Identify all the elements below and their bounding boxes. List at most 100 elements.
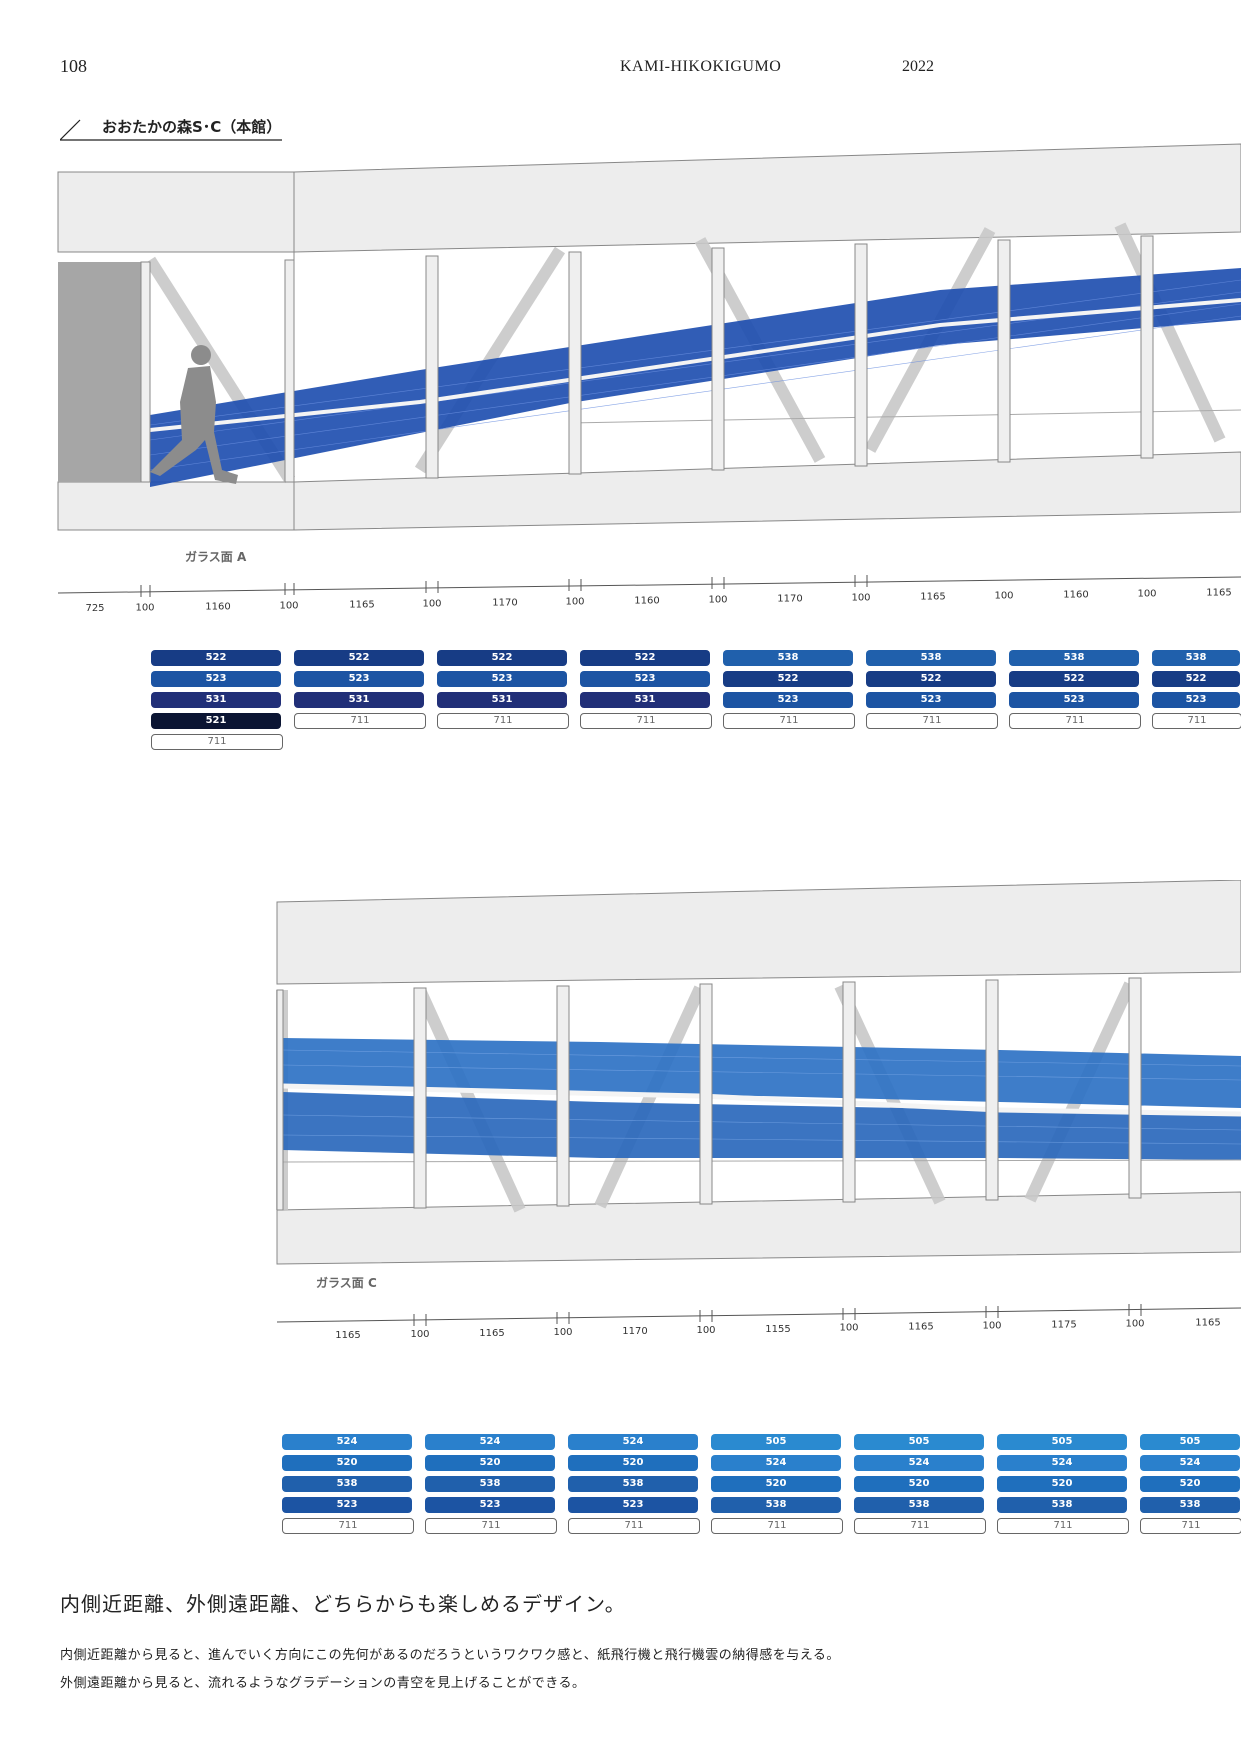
dimension-label: 100: [553, 1327, 572, 1338]
color-chip: 711: [294, 713, 426, 729]
color-chip: 522: [437, 650, 567, 666]
color-chip: 523: [282, 1497, 412, 1513]
color-chip: 522: [294, 650, 424, 666]
body-text-line: 外側遠距離から見ると、流れるようなグラデーションの青空を見上げることができる。: [60, 1675, 586, 1690]
header-title: KAMI-HIKOKIGUMO: [620, 58, 782, 75]
color-chip: 520: [1140, 1476, 1240, 1492]
color-chip: 711: [711, 1518, 843, 1534]
dimension-label: 1175: [1051, 1320, 1076, 1331]
color-chip: 522: [1152, 671, 1240, 687]
color-chip: 524: [711, 1455, 841, 1471]
color-chip: 523: [580, 671, 710, 687]
dimension-label: 1155: [765, 1324, 790, 1335]
elevation-c-drawing: ガラス面 C: [0, 879, 1241, 1300]
color-chip: 711: [437, 713, 569, 729]
color-chip: 538: [997, 1497, 1127, 1513]
color-chip: 521: [151, 713, 281, 729]
body-text-line: 内側近距離から見ると、進んでいく方向にこの先何があるのだろうというワクワク感と、…: [60, 1647, 840, 1662]
color-chip: 538: [854, 1497, 984, 1513]
color-chip: 523: [723, 692, 853, 708]
color-chip: 538: [866, 650, 996, 666]
dimension-label: 100: [994, 591, 1013, 602]
section-label: おおたかの森S･C（本館）: [102, 118, 282, 136]
elevation-a-drawing: ガラス面 A: [0, 140, 1241, 564]
color-chip: 522: [580, 650, 710, 666]
section-label-underline: [60, 119, 282, 141]
color-chip: 531: [294, 692, 424, 708]
color-chip: 522: [866, 671, 996, 687]
glass-label-c: ガラス面 C: [316, 1276, 377, 1290]
color-chip: 711: [997, 1518, 1129, 1534]
dimension-label: 1165: [479, 1328, 504, 1339]
dimension-label: 1165: [908, 1322, 933, 1333]
glass-label-a: ガラス面 A: [185, 550, 247, 564]
color-chip: 531: [151, 692, 281, 708]
color-chip: 711: [425, 1518, 557, 1534]
dimension-label: 100: [422, 598, 441, 609]
dimension-labels-c: 1165 100 1165 100 1170 100 1155 100 1165 100 1175 1…: [335, 1318, 1220, 1341]
dimension-label: 1165: [349, 599, 374, 610]
dimension-label: 1160: [205, 601, 230, 612]
color-chip: 538: [282, 1476, 412, 1492]
color-chip: 520: [854, 1476, 984, 1492]
dimension-label: 725: [85, 603, 104, 614]
color-chip: 524: [1140, 1455, 1240, 1471]
color-chip: 531: [437, 692, 567, 708]
dimension-label: 1165: [1195, 1318, 1220, 1329]
dimension-label: 100: [839, 1323, 858, 1334]
dimension-label: 100: [708, 595, 727, 606]
color-chip: 522: [723, 671, 853, 687]
color-chip: 524: [568, 1434, 698, 1450]
color-chip: 711: [854, 1518, 986, 1534]
dimension-label: 1170: [622, 1326, 647, 1337]
color-chip: 524: [425, 1434, 555, 1450]
color-chip: 520: [711, 1476, 841, 1492]
color-chip: 520: [282, 1455, 412, 1471]
color-chip: 505: [997, 1434, 1127, 1450]
color-chip: 520: [997, 1476, 1127, 1492]
color-chip: 505: [854, 1434, 984, 1450]
color-chip: 711: [1009, 713, 1141, 729]
color-chip: 531: [580, 692, 710, 708]
dimension-labels-a: 725 100 1160 100 1165 100 1170 100 1160 100 1170 10…: [85, 588, 1231, 614]
color-chip: 522: [1009, 671, 1139, 687]
section-label-block: おおたかの森S･C（本館）: [60, 112, 282, 142]
dimension-label: 1170: [492, 597, 517, 608]
color-chip: 711: [1140, 1518, 1241, 1534]
color-chip: 711: [580, 713, 712, 729]
dimension-label: 100: [696, 1325, 715, 1336]
color-chip: 524: [997, 1455, 1127, 1471]
dimension-label: 1165: [335, 1330, 360, 1340]
dimension-line-a: 725 100 1160 100 1165 100 1170 100 1160 100 1170 10…: [0, 575, 1241, 615]
dimension-label: 100: [982, 1321, 1001, 1332]
color-chip: 523: [1152, 692, 1240, 708]
color-chip: 523: [568, 1497, 698, 1513]
color-chip: 538: [723, 650, 853, 666]
dimension-label: 100: [410, 1329, 429, 1340]
color-chip: 523: [294, 671, 424, 687]
color-chip: 711: [1152, 713, 1241, 729]
color-chip: 520: [568, 1455, 698, 1471]
color-chip: 524: [854, 1455, 984, 1471]
dimension-label: 100: [135, 602, 154, 613]
color-chip: 711: [282, 1518, 414, 1534]
tagline: 内側近距離、外側遠距離、どちらからも楽しめるデザイン。: [60, 1594, 626, 1616]
color-chip: 711: [151, 734, 283, 750]
color-chip: 505: [1140, 1434, 1240, 1450]
color-chip: 538: [1140, 1497, 1240, 1513]
dimension-label: 1165: [1206, 588, 1231, 599]
color-chip: 520: [425, 1455, 555, 1471]
color-chip: 523: [151, 671, 281, 687]
color-chip: 505: [711, 1434, 841, 1450]
dimension-label: 1165: [920, 592, 945, 603]
dimension-label: 1160: [1063, 590, 1088, 601]
color-chip: 711: [866, 713, 998, 729]
color-chip: 524: [282, 1434, 412, 1450]
color-chips-a: 522 523 531 521 711 522 523 531 711 522 523 531 711 5…: [0, 650, 1241, 760]
color-chip: 538: [568, 1476, 698, 1492]
page-number: 108: [60, 56, 87, 76]
dimension-label: 100: [279, 600, 298, 611]
color-chip: 523: [437, 671, 567, 687]
color-chip: 523: [1009, 692, 1139, 708]
dimension-label: 1160: [634, 595, 659, 606]
